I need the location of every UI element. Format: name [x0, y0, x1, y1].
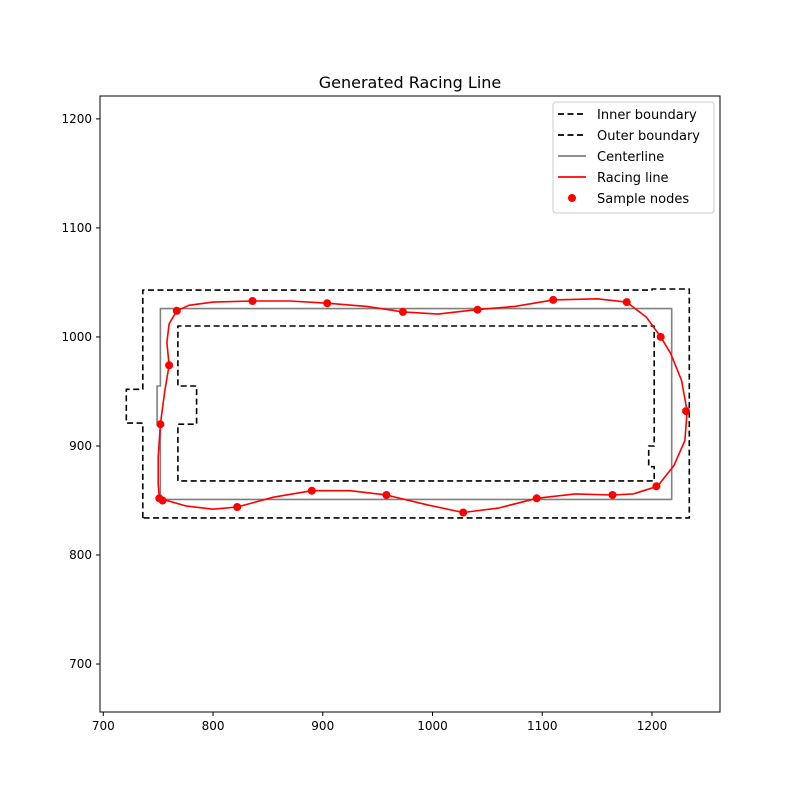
- y-tick-label: 1100: [61, 221, 92, 235]
- sample-node-point: [398, 307, 407, 316]
- plot-frame: [99, 95, 721, 713]
- sample-node-point: [248, 297, 257, 305]
- sample-node-point: [158, 496, 167, 505]
- sample-node-point: [459, 508, 468, 517]
- outer-boundary-line: [125, 288, 691, 519]
- series-layer: [125, 288, 691, 519]
- sample-node-point: [473, 305, 482, 314]
- sample-node-point: [652, 482, 661, 491]
- legend-label-racing-line: Racing line: [597, 171, 669, 186]
- y-tick-label: 800: [69, 548, 92, 562]
- legend-swatch-sample-nodes: [568, 194, 576, 202]
- legend-label-centerline: Centerline: [597, 150, 664, 165]
- legend-label-inner-boundary: Inner boundary: [597, 108, 697, 123]
- y-tick-label: 900: [69, 439, 92, 453]
- sample-node-point: [307, 486, 316, 495]
- sample-node-point: [682, 407, 690, 416]
- sample-node-point: [233, 503, 242, 511]
- sample-node-point: [656, 332, 665, 341]
- sample-node-point: [622, 298, 631, 307]
- y-tick-label: 1000: [61, 330, 92, 344]
- legend-box: [552, 101, 715, 214]
- legend-label-outer-boundary: Outer boundary: [597, 129, 700, 144]
- x-tick-label: 700: [92, 719, 115, 733]
- legend-label-sample-nodes: Sample nodes: [597, 192, 689, 207]
- sample-node-point: [549, 295, 558, 304]
- axes-layer: 700 800 900 1000 1100 1200 700 800 900 1000 1100 12…: [61, 95, 721, 733]
- x-tick-label: 800: [202, 719, 225, 733]
- chart-title: Generated Racing Line: [319, 73, 502, 92]
- sample-node-point: [172, 306, 181, 315]
- sample-node-point: [382, 491, 391, 499]
- racing-line-line: [157, 297, 688, 514]
- sample-node-point: [156, 420, 165, 429]
- sample-node-point: [165, 361, 174, 370]
- x-tick-label: 1000: [417, 719, 448, 733]
- inner-boundary-line: [177, 325, 656, 482]
- legend: Inner boundary Outer boundary Centerline Ra…: [552, 101, 715, 214]
- sample-node-point: [532, 494, 541, 503]
- x-tick-label: 900: [311, 719, 334, 733]
- y-tick-label: 1200: [61, 112, 92, 126]
- sample-node-point: [608, 491, 617, 499]
- sample-node-point: [323, 299, 332, 308]
- x-tick-label: 1100: [527, 719, 558, 733]
- x-tick-label: 1200: [637, 719, 668, 733]
- y-tick-label: 700: [69, 657, 92, 671]
